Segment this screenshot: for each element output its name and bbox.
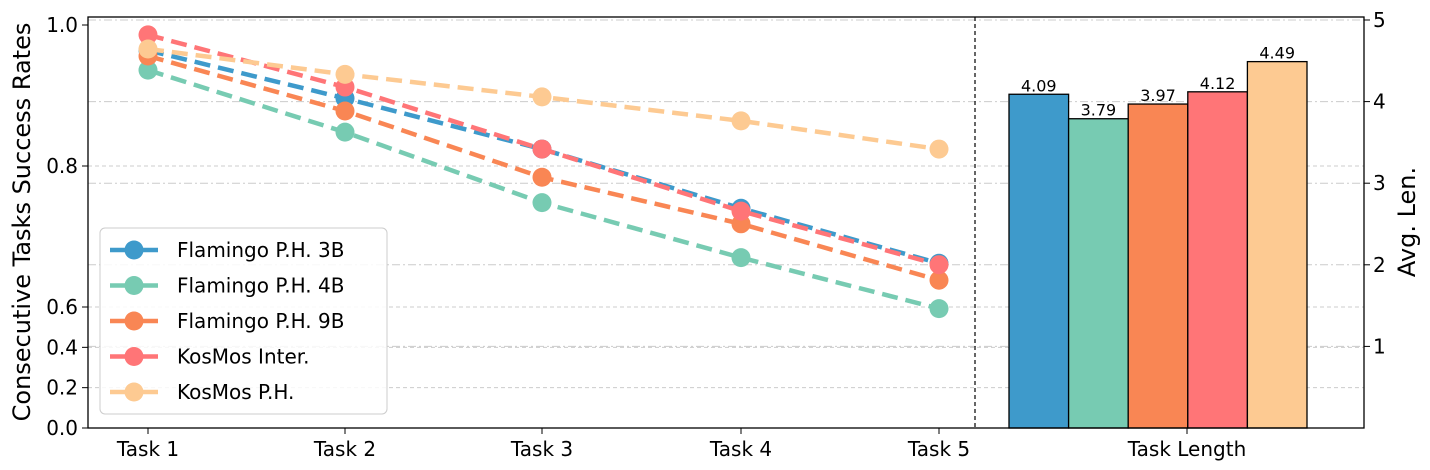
series-1-point-4 (929, 299, 949, 319)
series-1-point-3 (731, 248, 751, 268)
legend-label-1: Flamingo P.H. 4B (177, 274, 344, 298)
bar-label-2: 3.97 (1140, 86, 1176, 105)
series-1-point-0 (138, 60, 158, 80)
series-4-point-0 (138, 39, 158, 59)
series-line-0 (147, 48, 940, 266)
bar-label-0: 4.09 (1021, 76, 1057, 95)
bar-3 (1187, 91, 1249, 429)
right-tick-label-3: 4 (1373, 90, 1386, 114)
legend-marker-4 (124, 382, 144, 402)
series-2-point-4 (929, 270, 949, 290)
series-3-point-4 (929, 255, 949, 275)
legend-label-0: Flamingo P.H. 3B (177, 238, 344, 262)
series-1-point-1 (335, 122, 355, 142)
series-2-point-1 (335, 101, 355, 121)
bar-2 (1127, 103, 1189, 429)
series-2-point-2 (532, 167, 552, 187)
legend: Flamingo P.H. 3B Flamingo P.H. 4B Flamingo… (99, 227, 388, 415)
series-1-point-2 (532, 193, 552, 213)
right-y-axis: 1 2 3 4 5 (1364, 8, 1386, 358)
bar-label-1: 3.79 (1081, 101, 1117, 120)
right-tick-label-2: 3 (1373, 171, 1386, 195)
x-tick-label-3: Task 4 (709, 437, 772, 461)
bar-label-3: 4.12 (1200, 74, 1236, 93)
right-x-axis-label: Task Length (1127, 437, 1247, 461)
x-tick-label-1: Task 2 (313, 437, 376, 461)
left-tick-label-1: 0.2 (46, 376, 78, 400)
left-axis-title: Consecutive Tasks Success Rates (8, 23, 36, 422)
x-tick-label-2: Task 3 (510, 437, 573, 461)
series-4-point-2 (532, 87, 552, 107)
left-tick-label-3: 0.6 (46, 295, 78, 319)
right-tick-label-4: 5 (1373, 8, 1386, 32)
bar-0 (1008, 93, 1070, 429)
left-tick-label-4: 0.8 (46, 154, 78, 178)
x-tick-label-4: Task 5 (907, 437, 970, 461)
left-y-axis: 0.0 0.2 0.4 0.6 0.8 1.0 (46, 13, 88, 440)
series-3-point-2 (532, 139, 552, 159)
left-tick-label-0: 0.0 (46, 416, 78, 440)
bar-4 (1246, 60, 1308, 429)
legend-label-3: KosMos Inter. (177, 345, 310, 369)
plot-frame (87, 16, 1365, 429)
line-series (138, 25, 949, 319)
series-4-point-3 (731, 111, 751, 131)
x-tick-label-0: Task 1 (116, 437, 179, 461)
left-tick-label-2: 0.4 (46, 335, 78, 359)
series-3-point-0 (138, 25, 158, 45)
left-tick-label-5: 1.0 (46, 13, 78, 37)
series-4-point-4 (929, 139, 949, 159)
right-tick-label-1: 2 (1373, 253, 1386, 277)
bar-series: 4.09 3.79 3.97 4.12 4.49 (1008, 44, 1308, 429)
series-3-point-3 (731, 201, 751, 221)
right-axis-title: Avg. Len. (1393, 167, 1421, 277)
legend-label-4: KosMos P.H. (177, 380, 294, 404)
x-axis: Task 1 Task 2 Task 3 Task 4 Task 5 (116, 428, 1188, 461)
legend-marker-0 (124, 240, 144, 260)
series-4-point-1 (335, 64, 355, 84)
bar-label-4: 4.49 (1259, 44, 1295, 63)
legend-marker-2 (124, 311, 144, 331)
legend-marker-3 (124, 347, 144, 366)
right-tick-label-0: 1 (1373, 334, 1386, 358)
bar-1 (1067, 118, 1129, 429)
legend-box (99, 227, 388, 415)
legend-marker-1 (124, 276, 144, 295)
legend-label-2: Flamingo P.H. 9B (177, 309, 344, 333)
